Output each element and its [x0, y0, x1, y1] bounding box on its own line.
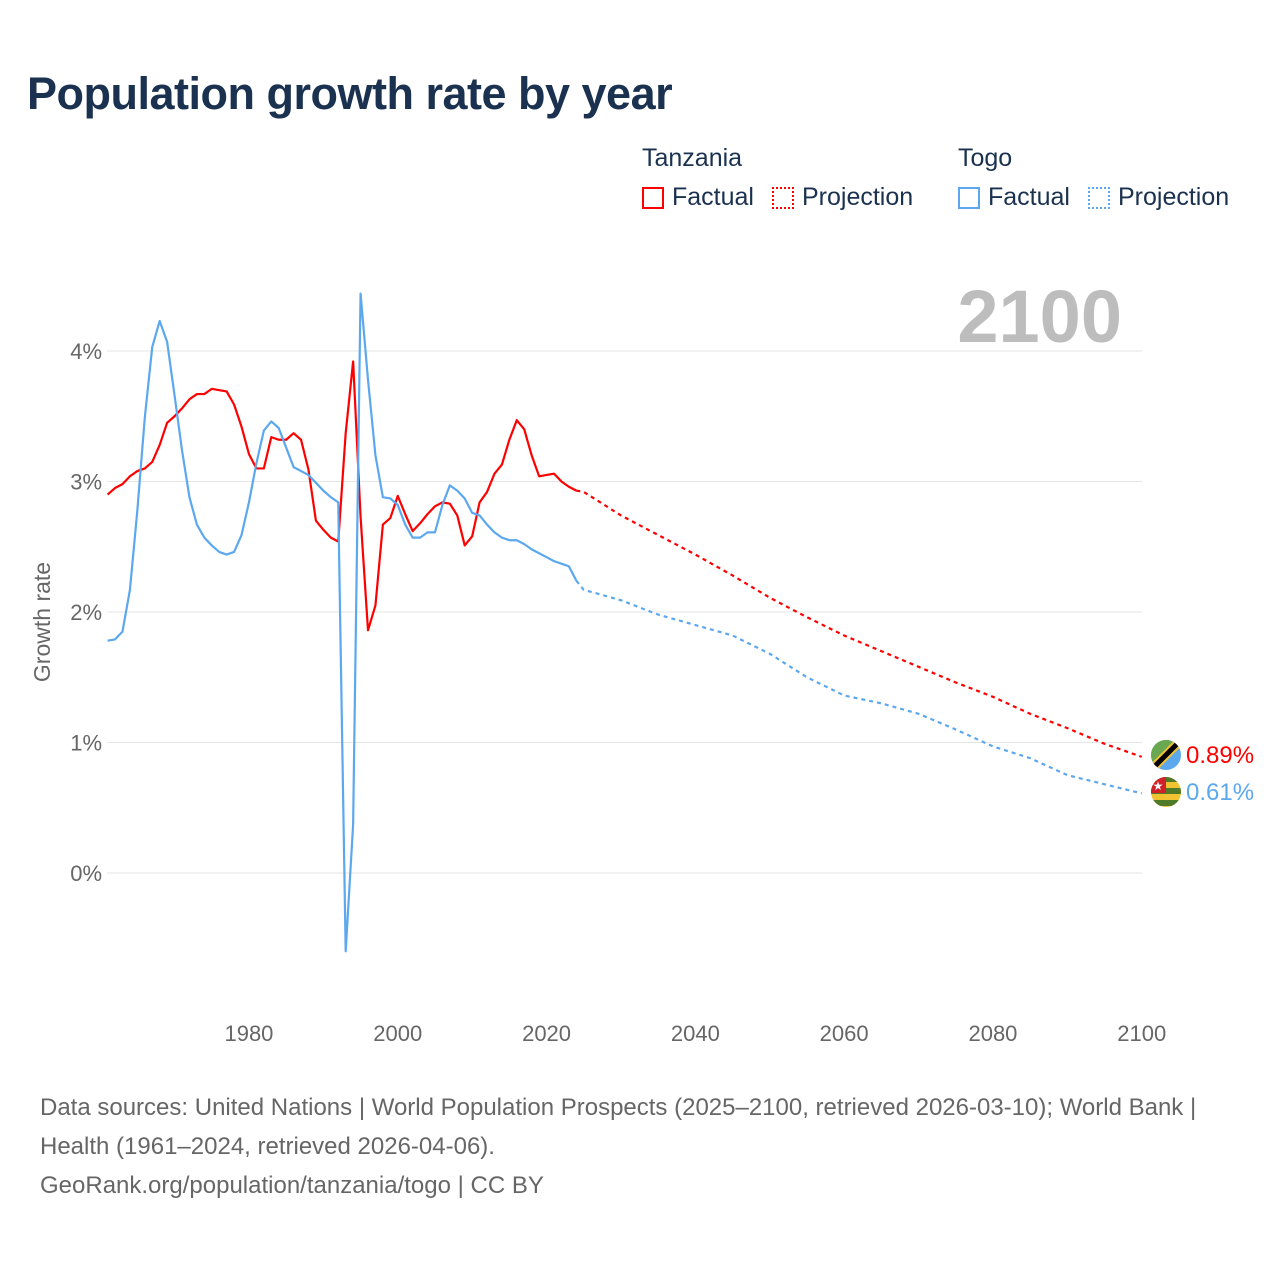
- legend-tanzania: Tanzania Factual Projection: [642, 144, 931, 212]
- y-tick-label: 0%: [70, 861, 102, 886]
- legend-label: Factual: [672, 183, 754, 211]
- x-tick-label: 1980: [224, 1021, 273, 1046]
- series-line-togo-projection: [575, 579, 1143, 795]
- end-label-togo: 0.61%: [1186, 779, 1254, 806]
- data-sources: Data sources: United Nations | World Pop…: [40, 1094, 1197, 1160]
- svg-text:★: ★: [1153, 779, 1164, 793]
- x-tick-label: 2020: [522, 1021, 571, 1046]
- footer: Data sources: United Nations | World Pop…: [40, 1088, 1240, 1205]
- legend-label: Projection: [1117, 183, 1230, 211]
- y-tick-label: 3%: [70, 470, 102, 495]
- y-tick-label: 1%: [70, 731, 102, 756]
- x-tick-label: 2100: [1117, 1021, 1166, 1046]
- series-line-tanzania-factual: [106, 360, 577, 632]
- legend-title-tanzania: Tanzania: [642, 144, 743, 172]
- legend-item-togo-projection[interactable]: Projection: [1087, 183, 1230, 212]
- flag-togo-icon: ★: [1151, 777, 1181, 807]
- legend-label: Factual: [988, 183, 1070, 211]
- y-tick-label: 4%: [70, 339, 102, 364]
- legend-swatch-solid: [958, 186, 980, 209]
- series-line-tanzania-projection: [576, 489, 1143, 758]
- end-label-tanzania: 0.89%: [1186, 742, 1254, 769]
- x-tick-label: 2040: [671, 1021, 720, 1046]
- legend-swatch-dotted: [1087, 186, 1110, 209]
- legend-swatch-solid: [642, 186, 664, 209]
- x-tick-label: 2080: [968, 1021, 1017, 1046]
- legend-togo: Togo Factual Projection: [958, 144, 1247, 212]
- flag-tanzania-icon: [1151, 740, 1181, 770]
- legend-item-togo-factual[interactable]: Factual: [958, 183, 1070, 212]
- legend-title-togo: Togo: [958, 144, 1013, 172]
- year-overlay: 2100: [957, 275, 1122, 358]
- legend-label: Projection: [801, 183, 914, 211]
- legend-item-tanzania-projection[interactable]: Projection: [771, 183, 914, 212]
- chart-title: Population growth rate by year: [27, 68, 673, 119]
- x-tick-label: 2060: [820, 1021, 869, 1046]
- y-tick-label: 2%: [70, 600, 102, 625]
- y-axis-label: Growth rate: [29, 562, 55, 682]
- legend-swatch-dotted: [771, 186, 794, 209]
- legend-item-tanzania-factual[interactable]: Factual: [642, 183, 754, 212]
- x-tick-label: 2000: [373, 1021, 422, 1046]
- credit-link[interactable]: GeoRank.org/population/tanzania/togo | C…: [40, 1172, 544, 1199]
- series-line-togo-factual: [107, 292, 578, 953]
